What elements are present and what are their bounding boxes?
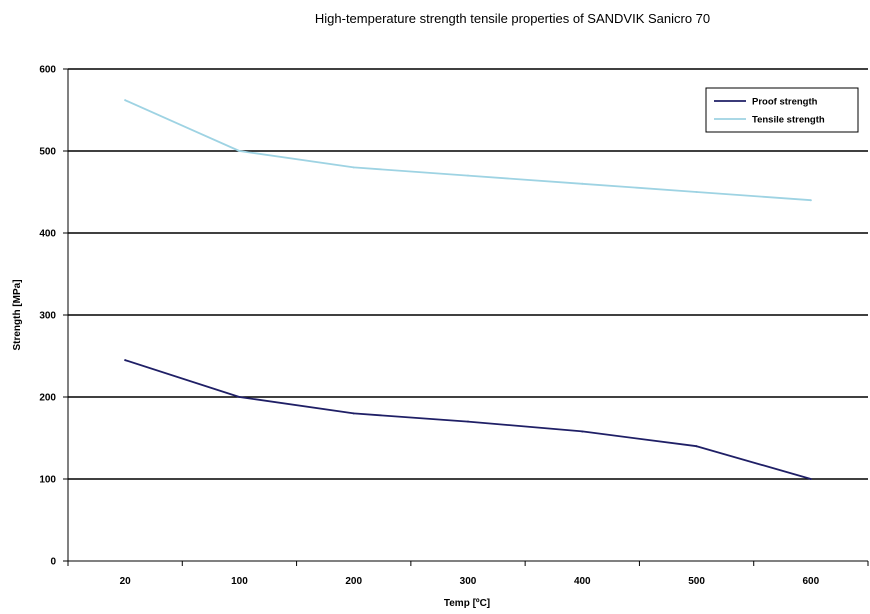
data-point-0-3: [467, 420, 469, 423]
y-tick-label-400: 400: [39, 229, 56, 240]
x-axis-label: Temp [ºC]: [444, 598, 490, 609]
data-point-0-1: [238, 396, 241, 398]
y-tick-label-100: 100: [39, 475, 56, 486]
data-point-0-2: [352, 412, 355, 415]
data-point-1-5: [695, 191, 698, 193]
x-tick-label-100: 100: [231, 576, 248, 587]
x-tick-label-400: 400: [574, 576, 591, 587]
data-point-1-1: [238, 150, 241, 152]
chart-title: High-temperature strength tensile proper…: [314, 11, 711, 26]
axes: 0 100 200 300 400 500 600 20 100 200 300 400 500 600: [39, 65, 869, 587]
data-point-1-6: [809, 199, 812, 202]
x-tick-label-500: 500: [688, 576, 705, 587]
series-lines: [124, 99, 812, 480]
y-axis-label: Strength [MPa]: [12, 279, 23, 350]
data-point-1-0: [124, 99, 127, 102]
x-tick-label-200: 200: [345, 576, 362, 587]
y-tick-label-300: 300: [39, 311, 56, 322]
x-tick-label-20: 20: [120, 576, 132, 587]
legend: Proof strength Tensile strength: [705, 87, 859, 133]
data-point-0-6: [809, 478, 812, 480]
legend-label-1: Tensile strength: [752, 115, 825, 126]
data-point-1-3: [467, 174, 469, 177]
gridlines: [68, 68, 868, 480]
legend-box: [705, 87, 859, 133]
data-point-0-5: [695, 445, 698, 448]
data-point-1-4: [581, 182, 584, 185]
x-tick-label-300: 300: [460, 576, 477, 587]
y-tick-label-200: 200: [39, 393, 56, 404]
y-tick-label-0: 0: [50, 557, 56, 568]
data-point-0-4: [581, 430, 584, 433]
legend-label-0: Proof strength: [752, 97, 818, 108]
series-line-0: [124, 359, 812, 480]
y-tick-label-500: 500: [39, 147, 56, 158]
x-tick-label-600: 600: [803, 576, 820, 587]
data-point-0-0: [124, 359, 127, 362]
y-tick-label-600: 600: [39, 65, 56, 76]
data-point-1-2: [352, 166, 355, 169]
